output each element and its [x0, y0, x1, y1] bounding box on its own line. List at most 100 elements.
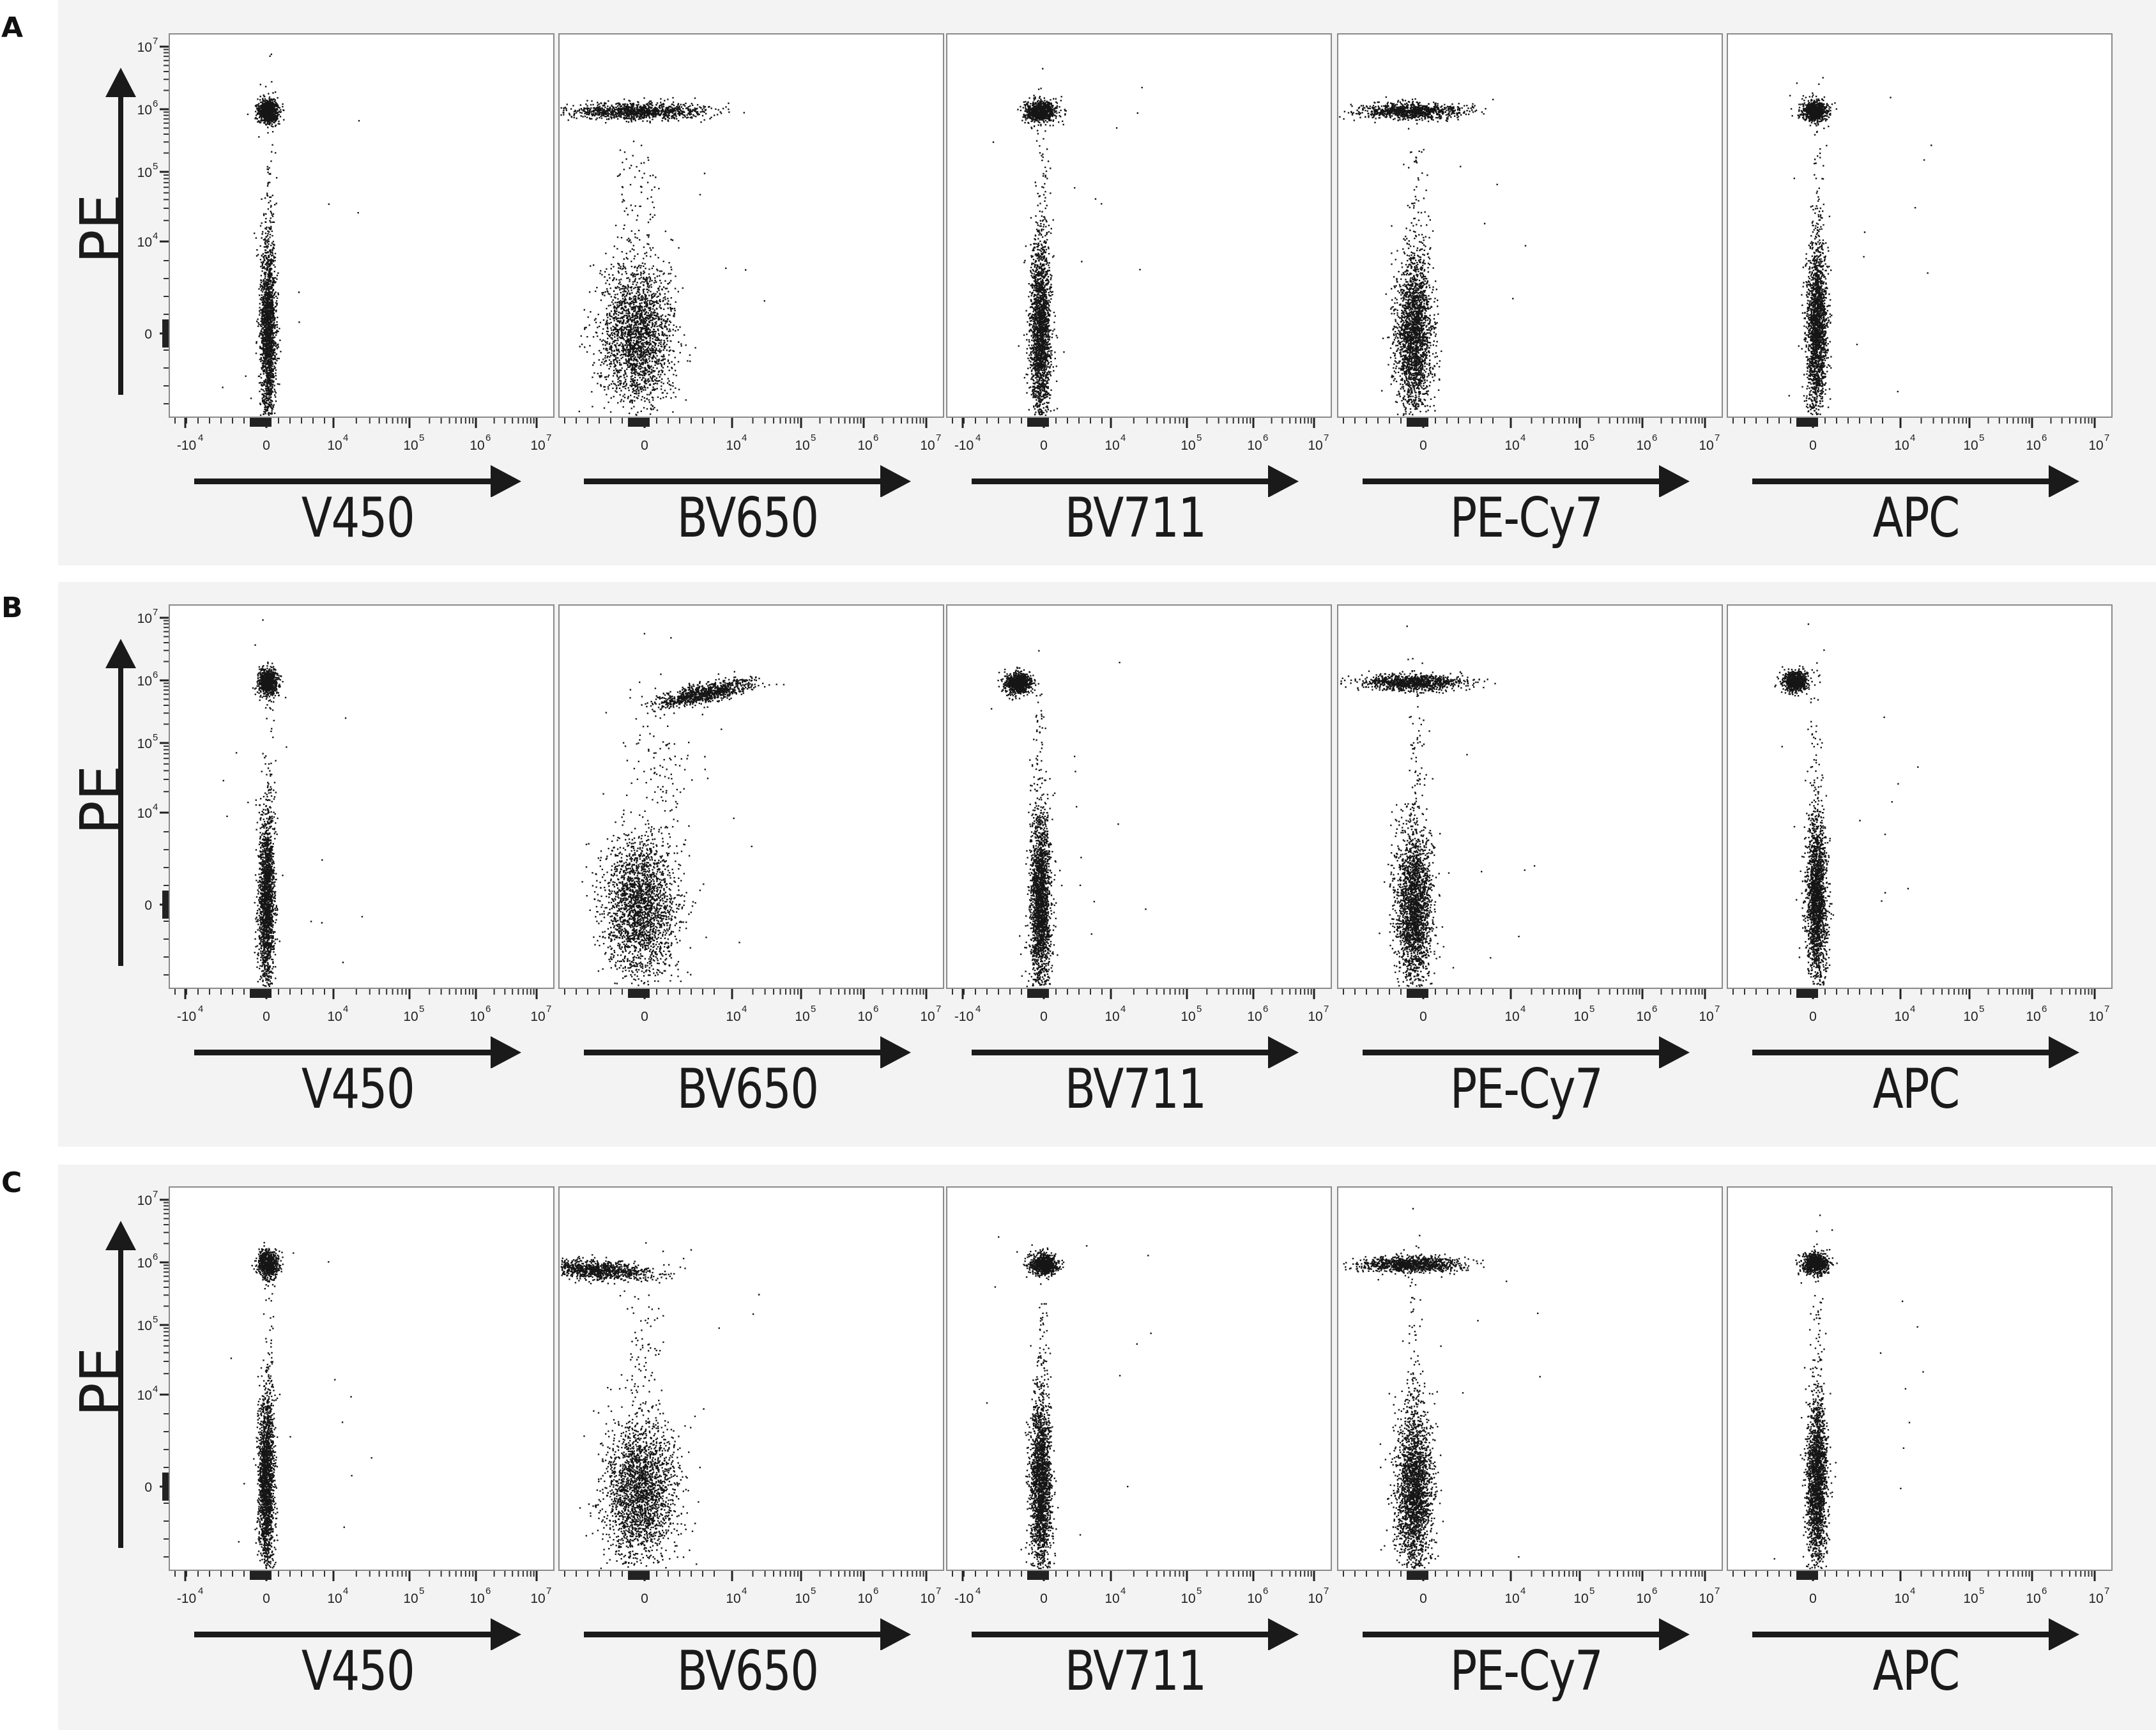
y-tick-label: 10 5 — [137, 1314, 158, 1333]
x-tick-label: 106 — [1636, 433, 1657, 453]
x-axis-arrow-icon — [584, 1036, 911, 1069]
svg-text:10: 10 — [726, 1009, 740, 1024]
svg-text:10: 10 — [1573, 438, 1588, 453]
svg-text:10: 10 — [1504, 438, 1519, 453]
svg-text:0: 0 — [1040, 1591, 1048, 1606]
svg-text:7: 7 — [2104, 1586, 2109, 1596]
svg-text:10: 10 — [2088, 1591, 2103, 1606]
x-axis-label: APC — [1872, 486, 1960, 550]
svg-text:5: 5 — [153, 1314, 158, 1325]
svg-text:4: 4 — [742, 1004, 747, 1014]
y-tick-label: 0 — [144, 327, 152, 342]
x-tick-label: 107 — [1699, 433, 1720, 453]
svg-text:4: 4 — [975, 1004, 981, 1014]
x-axis-bv650: 0 10 4 10 5 10 6 10 7 — [558, 1571, 944, 1622]
svg-text:10: 10 — [1504, 1009, 1519, 1024]
scatter-points — [1788, 77, 1932, 415]
svg-text:0: 0 — [144, 898, 152, 913]
x-tick-label: 106 — [857, 433, 878, 453]
svg-text:6: 6 — [1652, 433, 1657, 443]
svg-text:0: 0 — [641, 1591, 648, 1606]
svg-text:10: 10 — [1894, 438, 1909, 453]
x-tick-label: 0 — [641, 1591, 648, 1606]
svg-text:10: 10 — [137, 165, 152, 180]
svg-text:4: 4 — [1120, 433, 1126, 443]
scatter-points — [222, 619, 363, 987]
svg-text:-10: -10 — [177, 1591, 196, 1606]
x-tick-label: 104 — [726, 1586, 747, 1606]
svg-text:6: 6 — [485, 433, 491, 443]
svg-text:4: 4 — [343, 1586, 348, 1596]
x-tick-label: 104 — [327, 433, 348, 453]
svg-text:10: 10 — [1894, 1009, 1909, 1024]
svg-text:0: 0 — [1040, 438, 1048, 453]
scatter-points — [1340, 625, 1536, 988]
svg-text:5: 5 — [419, 433, 424, 443]
svg-text:-10: -10 — [177, 438, 196, 453]
svg-text:10: 10 — [1573, 1009, 1588, 1024]
x-axis-v450: -10 4 0 10 4 10 5 10 6 10 7 — [169, 1571, 554, 1622]
svg-text:10: 10 — [137, 1319, 152, 1333]
x-tick-label: 107 — [920, 1004, 941, 1024]
svg-text:10: 10 — [1247, 438, 1262, 453]
x-tick-label: 105 — [1181, 1004, 1202, 1024]
x-axis-arrow-icon — [194, 465, 521, 498]
x-tick-label: 104 — [1105, 1004, 1126, 1024]
y-tick-label: 10 4 — [137, 1384, 158, 1403]
svg-text:5: 5 — [1197, 1586, 1202, 1596]
svg-text:10: 10 — [1699, 438, 1713, 453]
x-axis-arrow-icon — [1752, 465, 2079, 498]
svg-text:10: 10 — [530, 1009, 545, 1024]
svg-text:10: 10 — [327, 438, 342, 453]
dot-plot-a-bv650 — [558, 33, 944, 418]
svg-text:0: 0 — [263, 1009, 270, 1024]
svg-text:4: 4 — [1520, 433, 1525, 443]
svg-text:7: 7 — [1324, 1586, 1329, 1596]
svg-text:6: 6 — [153, 98, 158, 109]
svg-text:6: 6 — [1263, 433, 1268, 443]
x-axis-bv711: -10 4 0 10 4 10 5 10 6 10 7 — [946, 989, 1332, 1040]
svg-text:10: 10 — [1105, 1009, 1119, 1024]
svg-text:7: 7 — [936, 433, 941, 443]
y-tick-label: 10 7 — [137, 36, 158, 55]
svg-text:6: 6 — [1652, 1586, 1657, 1596]
dot-plot-c-bv650 — [558, 1186, 944, 1571]
svg-text:4: 4 — [1910, 433, 1915, 443]
svg-text:10: 10 — [327, 1591, 342, 1606]
svg-text:10: 10 — [2088, 438, 2103, 453]
x-axis-arrow-icon — [584, 1618, 911, 1651]
x-tick-label: 107 — [1308, 1586, 1329, 1606]
y-tick-label: 10 6 — [137, 98, 158, 118]
scatter-points — [1773, 1214, 1924, 1570]
x-tick-label: 105 — [795, 1586, 816, 1606]
y-axis-arrow-icon — [102, 1221, 136, 1548]
svg-text:0: 0 — [144, 1480, 152, 1495]
scatter-points — [581, 632, 785, 986]
x-axis-v450: -10 4 0 10 4 10 5 10 6 10 7 — [169, 989, 554, 1040]
x-tick-label: 104 — [327, 1586, 348, 1606]
svg-text:0: 0 — [1040, 1009, 1048, 1024]
x-axis-pe-cy7: 0 10 4 10 5 10 6 10 7 — [1337, 1571, 1723, 1622]
svg-text:10: 10 — [795, 1591, 809, 1606]
svg-text:6: 6 — [873, 1004, 878, 1014]
svg-text:7: 7 — [936, 1004, 941, 1014]
x-axis-arrow-icon — [194, 1618, 521, 1651]
dot-plot-b-apc — [1727, 604, 2113, 989]
svg-text:10: 10 — [137, 737, 152, 751]
svg-text:7: 7 — [153, 1189, 158, 1200]
y-tick-label: 10 4 — [137, 231, 158, 250]
dot-plot-b-bv711 — [946, 604, 1332, 989]
svg-text:-10: -10 — [954, 438, 974, 453]
y-tick-label: 10 5 — [137, 161, 158, 180]
x-tick-label: 105 — [1573, 433, 1594, 453]
svg-text:4: 4 — [343, 433, 348, 443]
svg-text:5: 5 — [153, 732, 158, 743]
svg-text:7: 7 — [1715, 1004, 1720, 1014]
x-tick-label: -104 — [177, 433, 204, 453]
x-tick-label: 105 — [403, 433, 424, 453]
x-tick-label: 104 — [1504, 1004, 1525, 1024]
x-tick-label: 0 — [1809, 1591, 1817, 1606]
x-tick-label: 106 — [857, 1004, 878, 1024]
svg-text:10: 10 — [137, 1388, 152, 1403]
svg-text:10: 10 — [137, 611, 152, 626]
